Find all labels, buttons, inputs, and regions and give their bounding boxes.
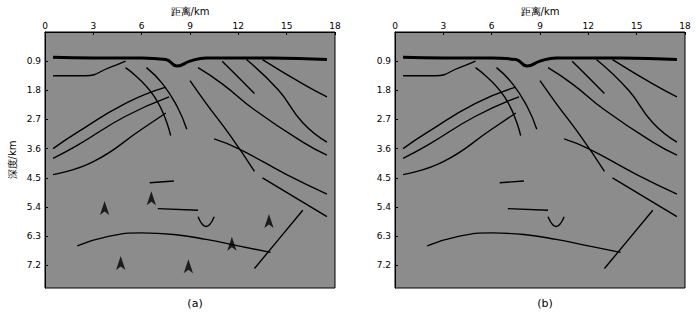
svg-text:3.6: 3.6	[377, 144, 392, 154]
svg-text:距离/km: 距离/km	[171, 6, 210, 17]
svg-text:0: 0	[42, 21, 48, 31]
svg-text:4.5: 4.5	[27, 173, 41, 183]
svg-text:5.4: 5.4	[27, 202, 42, 212]
svg-text:9: 9	[187, 21, 193, 31]
svg-text:6: 6	[489, 21, 495, 31]
svg-text:0: 0	[392, 21, 398, 31]
svg-text:2.7: 2.7	[377, 114, 391, 124]
svg-text:0.9: 0.9	[377, 56, 392, 66]
svg-text:18: 18	[329, 21, 341, 31]
svg-text:4.5: 4.5	[377, 173, 391, 183]
svg-text:(a): (a)	[187, 297, 202, 310]
svg-text:7.2: 7.2	[377, 260, 391, 270]
svg-text:15: 15	[631, 21, 642, 31]
svg-text:0.9: 0.9	[27, 56, 42, 66]
svg-text:3.6: 3.6	[27, 144, 42, 154]
svg-text:7.2: 7.2	[27, 260, 41, 270]
svg-text:5.4: 5.4	[377, 202, 392, 212]
svg-text:9: 9	[537, 21, 543, 31]
svg-text:1.8: 1.8	[377, 85, 392, 95]
svg-text:12: 12	[583, 21, 594, 31]
svg-text:1.8: 1.8	[27, 85, 42, 95]
svg-text:6.3: 6.3	[27, 231, 41, 241]
svg-text:深度/km: 深度/km	[7, 141, 18, 180]
svg-text:15: 15	[281, 21, 292, 31]
svg-text:距离/km: 距离/km	[521, 6, 560, 17]
svg-text:6: 6	[139, 21, 145, 31]
svg-text:(b): (b)	[537, 297, 553, 310]
svg-text:2.7: 2.7	[27, 114, 41, 124]
svg-text:18: 18	[679, 21, 691, 31]
svg-text:6.3: 6.3	[377, 231, 391, 241]
svg-text:12: 12	[233, 21, 244, 31]
svg-text:3: 3	[90, 21, 96, 31]
svg-text:3: 3	[440, 21, 446, 31]
